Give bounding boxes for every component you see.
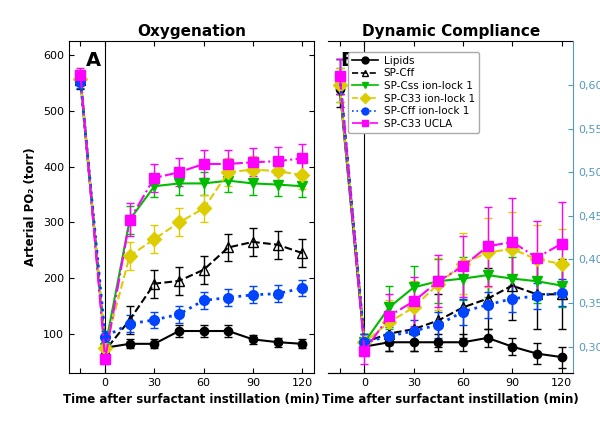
Title: Oxygenation: Oxygenation bbox=[137, 24, 246, 39]
X-axis label: Time after surfactant instillation (min): Time after surfactant instillation (min) bbox=[63, 393, 320, 406]
Text: B: B bbox=[341, 51, 355, 70]
Text: A: A bbox=[86, 51, 101, 70]
X-axis label: Time after surfactant instillation (min): Time after surfactant instillation (min) bbox=[322, 393, 579, 406]
Title: Dynamic Compliance: Dynamic Compliance bbox=[362, 24, 540, 39]
Legend: Lipids, SP-Cff, SP-Css ion-lock 1, SP-C33 ion-lock 1, SP-Cff ion-lock 1, SP-C33 : Lipids, SP-Cff, SP-Css ion-lock 1, SP-C3… bbox=[348, 51, 479, 133]
Y-axis label: Arterial PO₂ (torr): Arterial PO₂ (torr) bbox=[25, 148, 37, 266]
